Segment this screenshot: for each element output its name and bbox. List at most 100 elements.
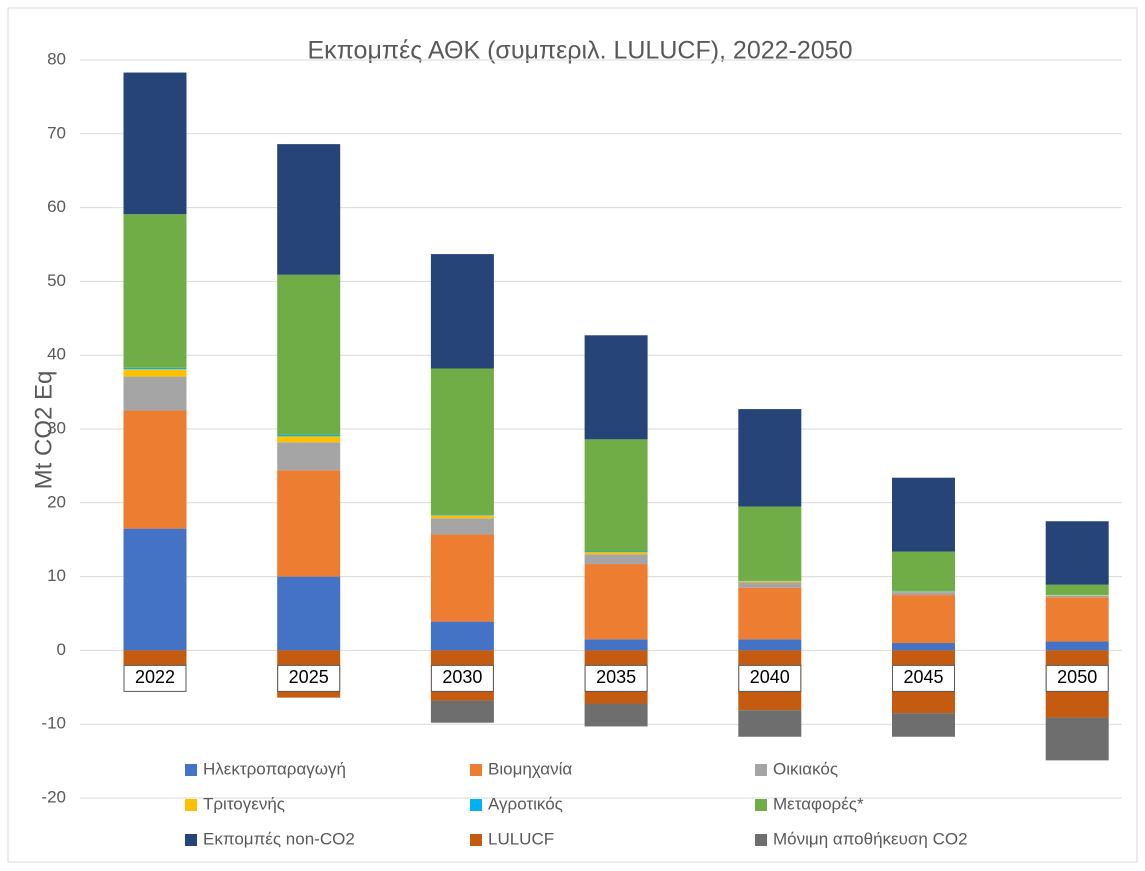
bar-segment	[1045, 597, 1109, 642]
x-tick-label-box: 2022	[123, 664, 187, 692]
bar-segment	[430, 254, 494, 369]
bar-segment	[277, 434, 341, 437]
bar-segment	[123, 528, 187, 651]
bar-segment	[892, 590, 955, 592]
y-tick-label: -20	[41, 787, 66, 806]
bar-segment	[584, 439, 648, 552]
legend-label: Μόνιμη αποθήκευση CO2	[773, 829, 968, 848]
bar-segment	[738, 506, 802, 581]
legend-label: LULUCF	[488, 829, 554, 848]
bar-segment	[584, 703, 648, 727]
x-tick-label: 2022	[135, 667, 175, 687]
x-tick-label: 2040	[750, 667, 790, 687]
bar-segment	[584, 639, 648, 651]
bar-segment	[277, 470, 341, 577]
y-tick-label: 40	[47, 345, 66, 364]
bar-segment	[123, 367, 187, 370]
bar-segment	[1045, 521, 1109, 585]
bar-segment	[892, 595, 955, 644]
legend-label: Τριτογενής	[203, 794, 285, 813]
label-box	[430, 664, 494, 692]
legend-swatch	[470, 764, 482, 776]
bar-segment	[430, 518, 494, 535]
bar-segment	[1045, 641, 1109, 651]
bar-segment	[584, 551, 648, 553]
legend-swatch	[185, 834, 197, 846]
label-box	[738, 664, 802, 692]
x-tick-label: 2030	[442, 667, 482, 687]
bar-segment	[738, 582, 802, 588]
bar-segment	[892, 643, 955, 651]
y-tick-label: 80	[47, 49, 66, 68]
y-tick-label: -10	[41, 714, 66, 733]
bar-segment	[277, 442, 341, 471]
x-tick-label-box: 2045	[892, 664, 955, 692]
bar-segment	[738, 587, 802, 640]
bar-segment	[1045, 584, 1109, 595]
bar-segment	[738, 580, 802, 582]
x-tick-label-box: 2030	[430, 664, 494, 692]
y-tick-label: 30	[47, 418, 66, 437]
bar-segment	[738, 710, 802, 737]
bar-segment	[738, 409, 802, 507]
legend-label: Βιομηχανία	[488, 759, 572, 778]
legend-swatch	[185, 799, 197, 811]
legend-swatch	[755, 799, 767, 811]
x-tick-label: 2035	[596, 667, 636, 687]
bar-segment	[277, 274, 341, 435]
legend-label: Αγροτικός	[488, 794, 563, 813]
bar-segment	[892, 591, 955, 593]
bar-segment	[1045, 595, 1109, 596]
legend-label: Μεταφορές*	[773, 794, 864, 813]
legend-swatch	[755, 764, 767, 776]
legend-label: Εκπομπές non-CO2	[203, 829, 355, 848]
label-box	[892, 664, 955, 692]
bar-segment	[430, 515, 494, 519]
x-tick-label-box: 2050	[1045, 664, 1109, 692]
legend-swatch	[470, 799, 482, 811]
legend-label: Οικιακός	[773, 759, 838, 778]
y-tick-label: 60	[47, 197, 66, 216]
x-tick-label: 2045	[903, 667, 943, 687]
y-tick-label: 10	[47, 566, 66, 585]
bar-segment	[123, 369, 187, 377]
legend-label: Ηλεκτροπαραγωγή	[203, 759, 346, 778]
bar-segment	[892, 592, 955, 596]
bar-segment	[430, 514, 494, 516]
legend-swatch	[470, 834, 482, 846]
bar-segment	[892, 713, 955, 737]
bar-segment	[584, 335, 648, 440]
bar-segment	[430, 621, 494, 651]
bar-segment	[430, 368, 494, 515]
bar-segment	[738, 639, 802, 651]
bar-segment	[1045, 594, 1109, 596]
bar-segment	[430, 534, 494, 622]
label-box	[584, 664, 648, 692]
bar-segment	[1045, 717, 1109, 761]
bar-segment	[892, 477, 955, 552]
bar-segment	[123, 72, 187, 215]
bar-segment	[584, 554, 648, 565]
label-box	[123, 664, 187, 692]
label-box	[1045, 664, 1109, 692]
bar-segment	[277, 144, 341, 275]
y-tick-label: 50	[47, 271, 66, 290]
bar-segment	[277, 436, 341, 443]
legend-swatch	[755, 834, 767, 846]
y-tick-label: 70	[47, 123, 66, 142]
bar-segment	[123, 214, 187, 368]
legend-swatch	[185, 764, 197, 776]
x-tick-label-box: 2035	[584, 664, 648, 692]
bar-segment	[584, 552, 648, 555]
bar-segment	[1045, 595, 1109, 598]
bar-segment	[123, 376, 187, 411]
x-tick-label: 2050	[1057, 667, 1097, 687]
bar-segment	[738, 581, 802, 583]
bar-segment	[277, 576, 341, 651]
bar-segment	[584, 564, 648, 640]
bar-segment	[123, 410, 187, 529]
y-axis-label: Mt CO2 Eq	[30, 371, 57, 490]
label-box	[277, 664, 341, 692]
bar-segment	[430, 700, 494, 723]
